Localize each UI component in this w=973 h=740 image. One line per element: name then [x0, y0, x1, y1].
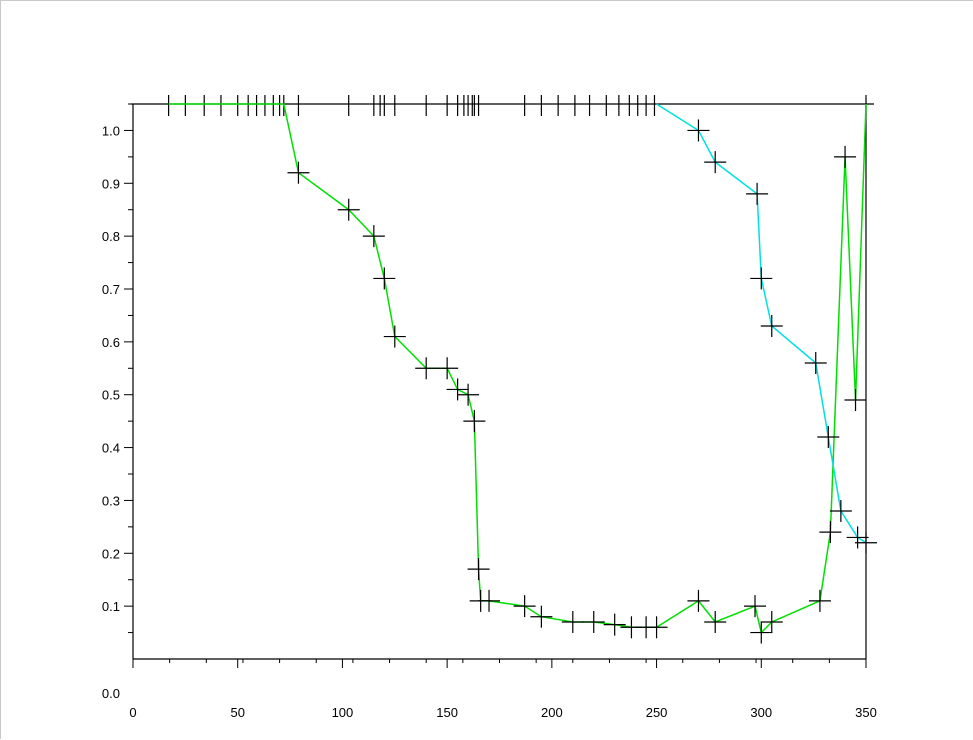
x-tick-label: 150 — [436, 705, 458, 720]
y-tick-label: 0.0 — [102, 686, 120, 701]
series-line-2 — [656, 103, 867, 544]
x-tick-label: 350 — [855, 705, 877, 720]
x-tick-label: 0 — [129, 705, 136, 720]
y-tick-label: 0.7 — [102, 282, 120, 297]
y-tick-label: 1.0 — [102, 123, 120, 138]
y-tick-label: 0.1 — [102, 599, 120, 614]
y-tick-label: 0.8 — [102, 229, 120, 244]
x-tick-label: 50 — [230, 705, 244, 720]
x-tick-label: 100 — [332, 705, 354, 720]
y-tick-label: 0.2 — [102, 546, 120, 561]
y-tick-label: 0.4 — [102, 441, 120, 456]
y-tick-label: 0.9 — [102, 176, 120, 191]
x-tick-label: 200 — [541, 705, 563, 720]
y-tick-label: 0.5 — [102, 388, 120, 403]
y-tick-label: 0.3 — [102, 493, 120, 508]
y-tick-label: 0.6 — [102, 335, 120, 350]
x-tick-label: 300 — [750, 705, 772, 720]
series-line-1 — [168, 103, 867, 635]
x-tick-label: 250 — [646, 705, 668, 720]
